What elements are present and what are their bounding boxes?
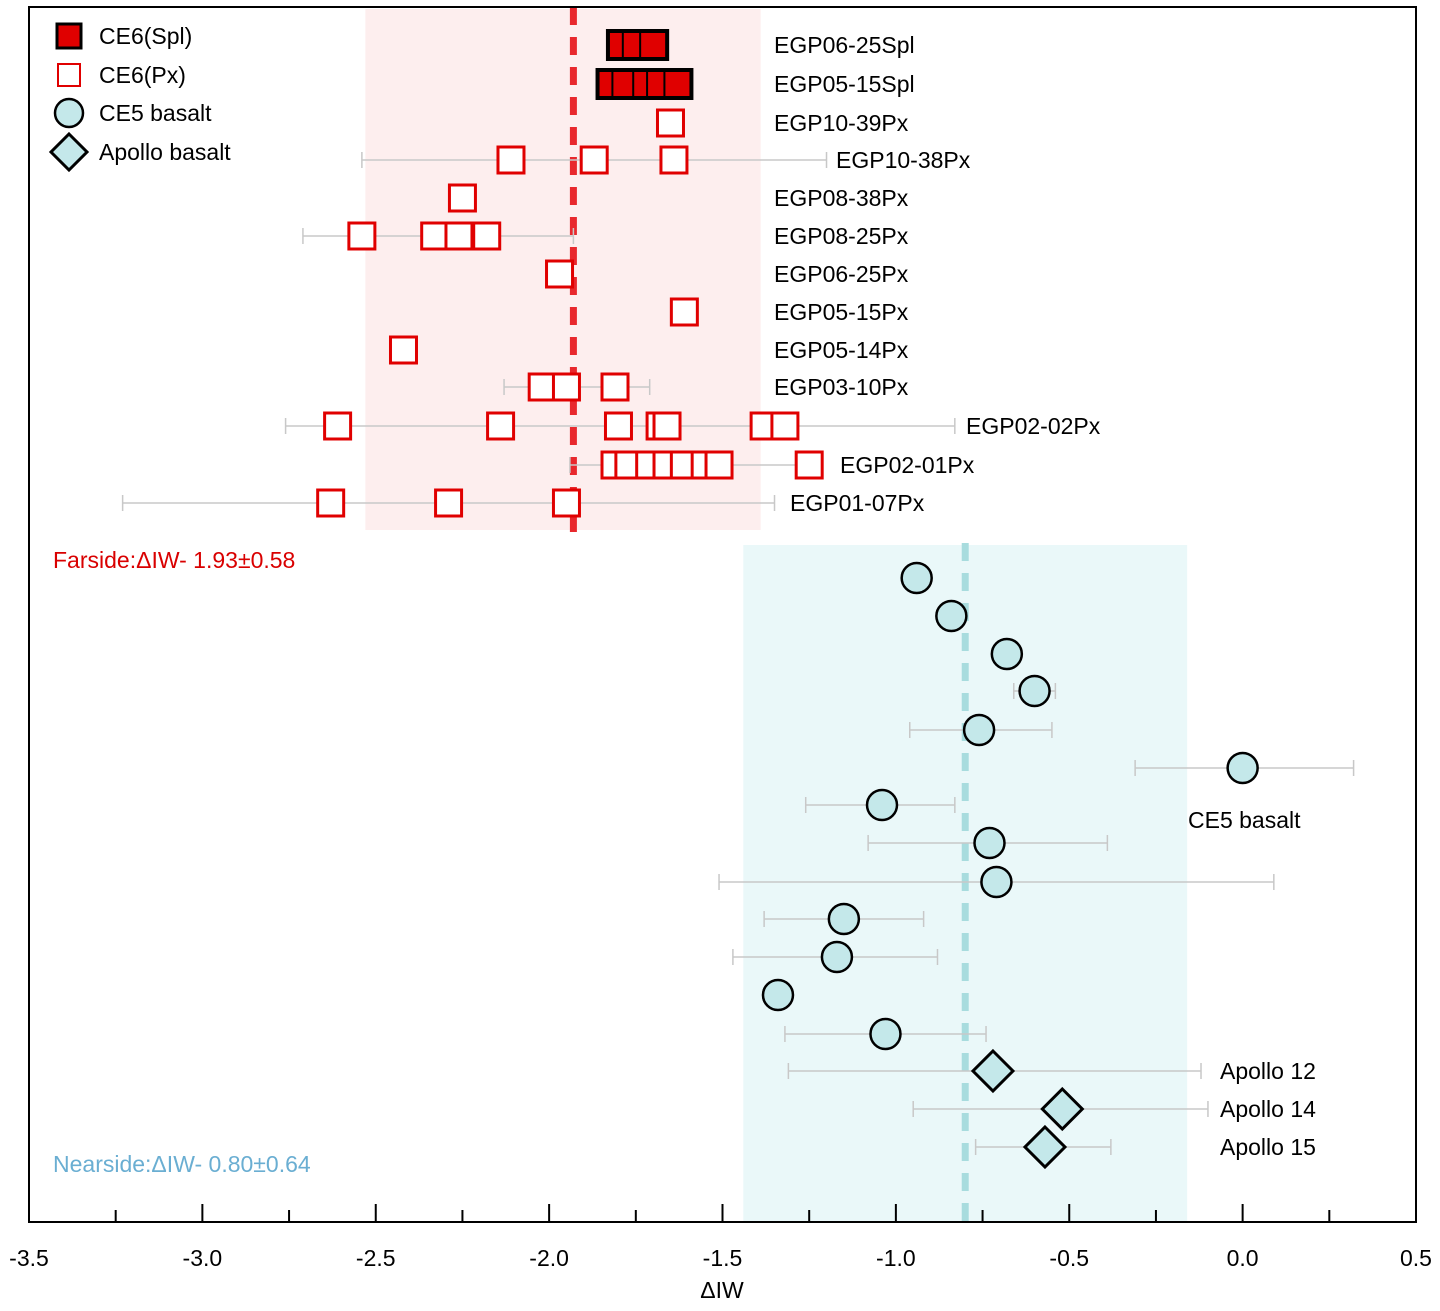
ce5-marker — [980, 865, 1013, 899]
row-label: EGP08-25Px — [774, 223, 909, 249]
x-tick-label: 0.0 — [1227, 1245, 1259, 1271]
x-tick-label: -1.5 — [703, 1245, 743, 1271]
px-marker — [486, 411, 516, 441]
px-marker — [794, 450, 824, 480]
legend-label: CE5 basalt — [99, 100, 212, 126]
px-marker — [669, 297, 699, 327]
apollo-label: Apollo 12 — [1220, 1058, 1316, 1084]
x-tick-label: -3.0 — [183, 1245, 223, 1271]
px-marker — [600, 372, 630, 402]
apollo-marker — [1040, 1086, 1085, 1132]
px-marker — [545, 259, 575, 289]
px-marker — [434, 488, 464, 518]
farside-summary-label: Farside:ΔIW- 1.93±0.58 — [53, 547, 295, 573]
ce5-marker — [865, 788, 899, 822]
legend-label: Apollo basalt — [99, 139, 231, 165]
px-marker — [551, 372, 581, 402]
x-tick-label: -0.5 — [1049, 1245, 1089, 1271]
apollo-marker — [1022, 1124, 1068, 1170]
legend-label: CE6(Px) — [99, 62, 186, 88]
row-label: EGP01-07Px — [790, 490, 925, 516]
row-label: EGP05-15Spl — [774, 71, 915, 97]
apollo-marker — [970, 1048, 1016, 1094]
row-label: EGP05-15Px — [774, 299, 909, 325]
x-tick-label: -3.5 — [9, 1245, 49, 1271]
px-marker — [603, 411, 633, 441]
x-tick-label: -2.5 — [356, 1245, 396, 1271]
row-label: EGP05-14Px — [774, 337, 909, 363]
px-marker — [420, 221, 450, 251]
px-marker — [347, 221, 377, 251]
apollo-label: Apollo 15 — [1220, 1134, 1316, 1160]
axes: -3.5 -3.0 -2.5 -2.0 -1.5 -1.0 -0.5 0.0 0.5 — [9, 6, 1432, 1271]
ce5-basalt-label: CE5 basalt — [1188, 807, 1301, 833]
ce5-marker — [900, 561, 933, 595]
px-marker — [659, 145, 689, 175]
px-marker — [323, 411, 353, 441]
px-marker — [472, 221, 502, 251]
x-tick-label: -2.0 — [529, 1245, 569, 1271]
x-tick-label: -1.0 — [876, 1245, 916, 1271]
legend-diamond-icon — [48, 131, 90, 173]
ce5-marker — [827, 902, 861, 936]
markers — [316, 29, 1259, 1170]
legend-open-square-icon — [57, 63, 81, 87]
x-axis-label: ΔIW — [700, 1277, 744, 1303]
px-marker — [652, 411, 682, 441]
legend-label: CE6(Spl) — [99, 23, 192, 49]
px-marker — [316, 488, 346, 518]
px-marker — [655, 108, 685, 138]
px-marker — [770, 411, 800, 441]
ce5-marker — [761, 978, 795, 1012]
px-marker — [704, 450, 734, 480]
ce5-marker — [1018, 674, 1051, 708]
row-label: EGP08-38Px — [774, 185, 909, 211]
px-marker — [447, 183, 477, 213]
ce5-marker — [973, 826, 1006, 860]
ce5-marker — [820, 940, 854, 974]
legend: CE6(Spl) CE6(Px) CE5 basalt Apollo basalt — [48, 22, 231, 173]
ce5-marker — [990, 637, 1024, 671]
ce5-marker — [869, 1017, 902, 1051]
row-labels: EGP06-25Spl EGP05-15Spl EGP10-39Px EGP10-38… — [774, 32, 1316, 1160]
row-label: EGP10-38Px — [836, 147, 971, 173]
ce5-marker — [935, 599, 968, 633]
nearside-summary-label: Nearside:ΔIW- 0.80±0.64 — [53, 1151, 311, 1177]
row-label: EGP10-39Px — [774, 110, 909, 136]
x-tick-label: 0.5 — [1400, 1245, 1432, 1271]
spl-marker — [639, 31, 668, 59]
row-label: EGP02-01Px — [840, 452, 975, 478]
legend-circle-icon — [53, 97, 85, 129]
ce5-marker — [1226, 751, 1259, 785]
ce5-marker — [962, 713, 996, 747]
px-marker — [444, 221, 474, 251]
spl-marker — [663, 70, 692, 98]
legend-filled-square-icon — [55, 22, 83, 50]
row-label: EGP02-02Px — [966, 413, 1101, 439]
apollo-label: Apollo 14 — [1220, 1096, 1316, 1122]
px-marker — [551, 488, 581, 518]
row-label: EGP06-25Spl — [774, 32, 915, 58]
px-marker — [527, 372, 557, 402]
px-marker — [388, 335, 418, 365]
row-label: EGP03-10Px — [774, 374, 909, 400]
row-label: EGP06-25Px — [774, 261, 909, 287]
px-marker — [579, 145, 609, 175]
px-marker — [496, 145, 526, 175]
